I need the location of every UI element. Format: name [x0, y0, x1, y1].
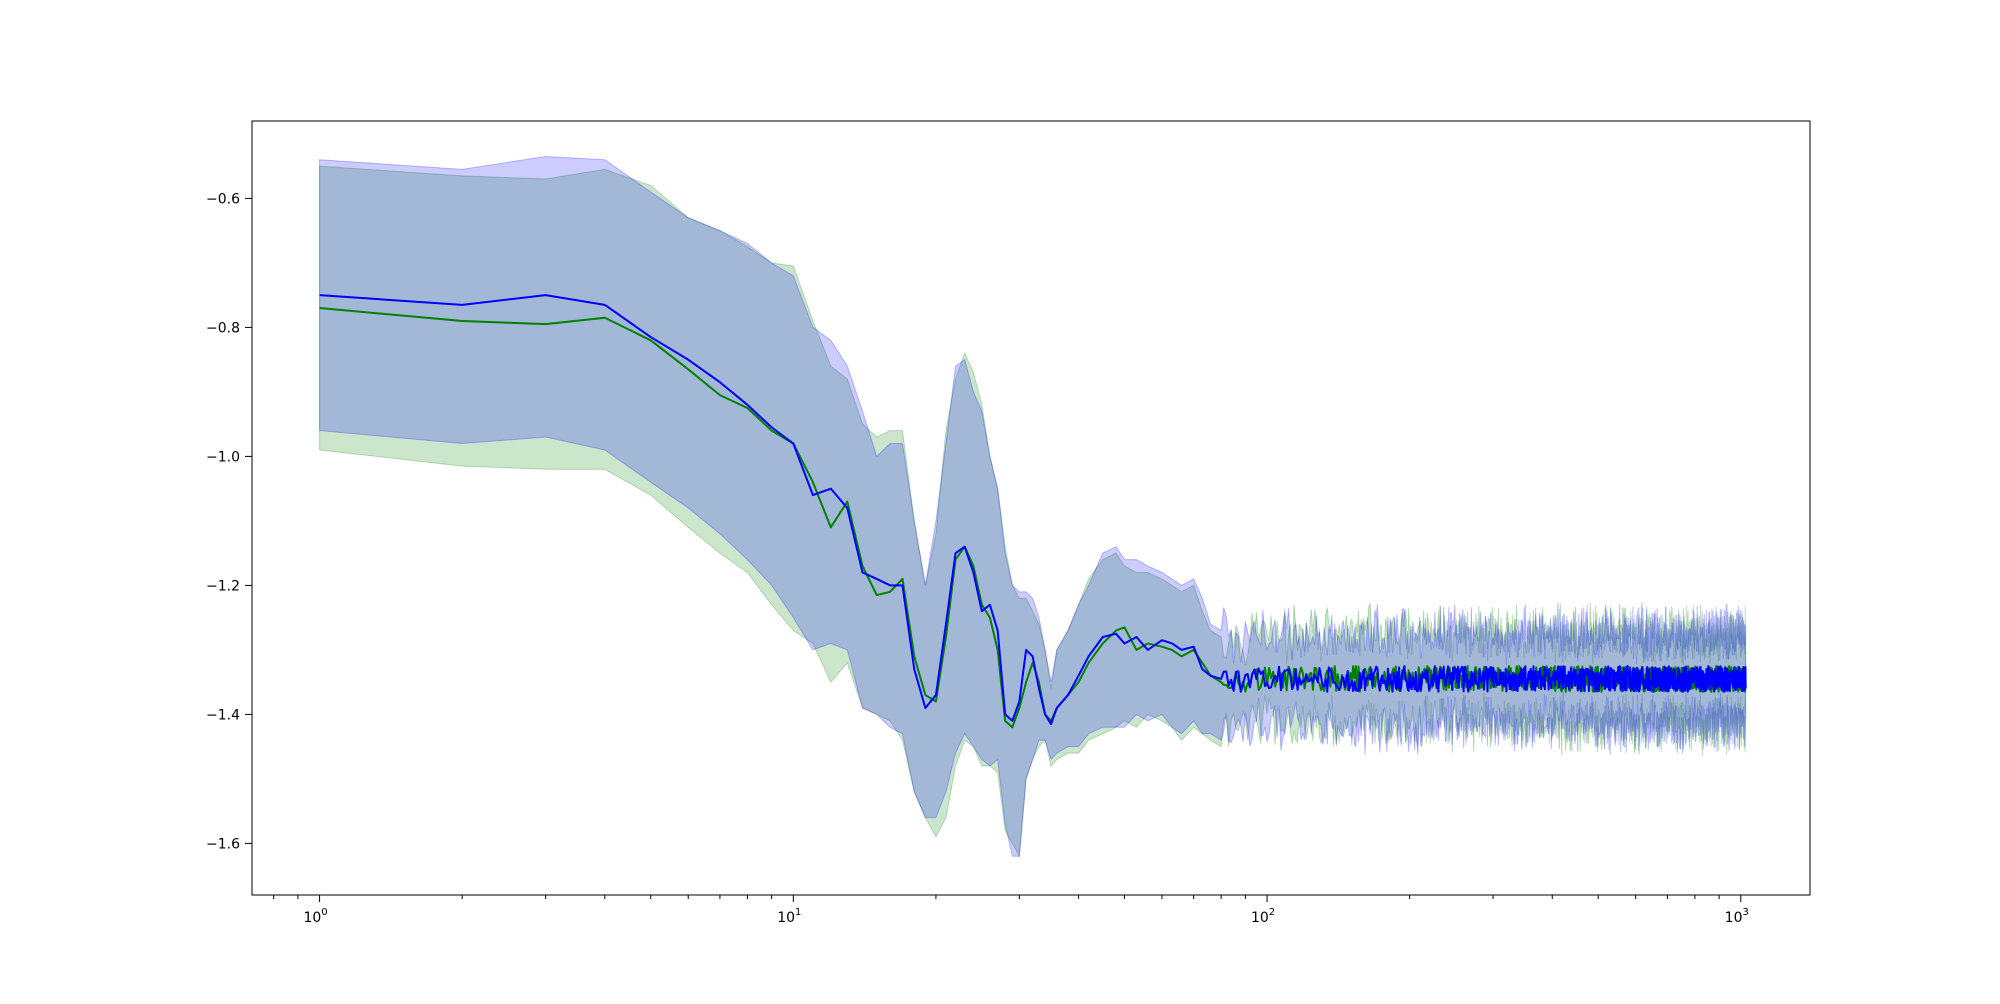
x-tick-label: 101 — [777, 907, 801, 926]
y-tick-label: −1.6 — [206, 836, 240, 852]
y-tick-label: −1.2 — [206, 578, 240, 594]
x-axis: 100 101 102 103 — [273, 895, 1749, 926]
x-tick-label: 102 — [1251, 907, 1275, 926]
y-tick-label: −0.8 — [206, 320, 240, 336]
x-tick-label: 103 — [1725, 907, 1749, 926]
x-tick-label-exponent: 0 — [321, 907, 327, 918]
x-tick-label-base: 10 — [1725, 910, 1743, 926]
x-tick-label-base: 10 — [303, 910, 321, 926]
y-axis: −0.6 −0.8 −1.0 −1.2 −1.4 −1.6 — [206, 191, 252, 852]
x-tick-label-exponent: 1 — [795, 907, 801, 918]
y-tick-label: −1.0 — [206, 449, 240, 465]
x-tick-label-base: 10 — [777, 910, 795, 926]
line-series-2 — [319, 294, 1747, 726]
y-tick-label: −0.6 — [206, 191, 240, 207]
y-tick-label: −1.4 — [206, 707, 240, 723]
x-tick-label-exponent: 2 — [1269, 907, 1275, 918]
series-lines — [319, 294, 1747, 729]
x-tick-label-exponent: 3 — [1743, 907, 1749, 918]
x-tick-label: 100 — [303, 907, 327, 926]
x-tick-label-base: 10 — [1251, 910, 1269, 926]
plot-frame — [251, 120, 1811, 896]
